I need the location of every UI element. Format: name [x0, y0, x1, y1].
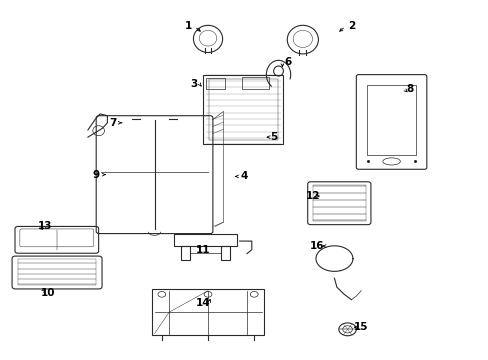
Bar	[174, 234, 237, 246]
Text: 12: 12	[305, 191, 319, 201]
Bar	[366, 85, 415, 155]
Text: 13: 13	[38, 221, 52, 231]
Bar	[203, 75, 283, 144]
Text: 6: 6	[284, 57, 291, 67]
Text: 15: 15	[353, 322, 367, 332]
Bar	[221, 246, 229, 260]
Text: 1: 1	[184, 21, 192, 31]
Text: 14: 14	[196, 298, 210, 308]
Bar	[152, 289, 264, 336]
Text: 9: 9	[92, 170, 100, 180]
Text: 10: 10	[40, 288, 55, 297]
Text: 2: 2	[347, 21, 354, 31]
Text: 8: 8	[406, 84, 412, 94]
Bar	[18, 259, 96, 285]
Text: 4: 4	[240, 171, 248, 181]
Bar	[242, 77, 268, 89]
Text: 5: 5	[269, 132, 277, 142]
Text: 3: 3	[189, 78, 197, 89]
Text: 16: 16	[309, 241, 324, 251]
Bar	[205, 78, 224, 89]
Bar	[312, 185, 366, 221]
Bar	[181, 246, 190, 260]
Bar	[208, 79, 277, 140]
Text: 11: 11	[196, 245, 210, 255]
Text: 7: 7	[109, 118, 117, 128]
